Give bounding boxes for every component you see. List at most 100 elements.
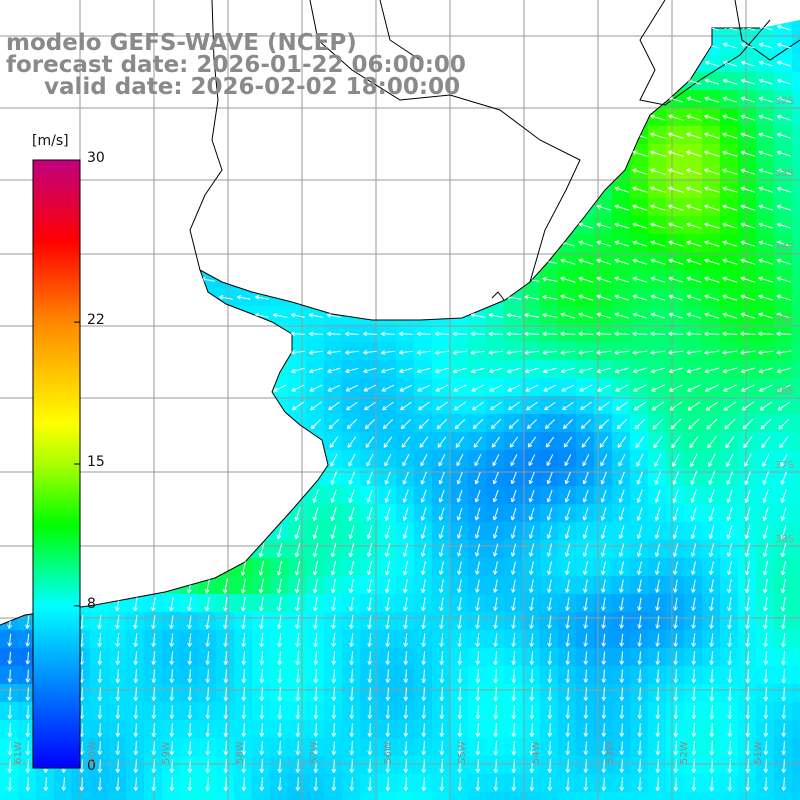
speed-cell	[540, 0, 559, 19]
speed-cell	[486, 144, 505, 163]
speed-cell	[648, 54, 667, 73]
speed-cell	[576, 396, 595, 415]
speed-cell	[198, 558, 217, 577]
speed-cell	[198, 306, 217, 325]
speed-cell	[0, 648, 19, 667]
speed-cell	[666, 324, 685, 343]
speed-cell	[324, 162, 343, 181]
wind-arrow	[650, 114, 666, 121]
speed-cell	[360, 576, 379, 595]
speed-cell	[270, 702, 289, 721]
speed-cell	[558, 378, 577, 397]
speed-cell	[702, 504, 721, 523]
speed-cell	[558, 594, 577, 613]
speed-cell	[774, 324, 793, 343]
speed-cell	[738, 450, 757, 469]
speed-cell	[468, 270, 487, 289]
speed-cell	[0, 378, 19, 397]
speed-cell	[468, 504, 487, 523]
speed-cell	[396, 126, 415, 145]
speed-cell	[522, 180, 541, 199]
speed-cell	[468, 36, 487, 55]
speed-cell	[252, 396, 271, 415]
wind-arrow	[704, 132, 720, 139]
speed-cell	[180, 198, 199, 217]
speed-cell	[216, 558, 235, 577]
speed-cell	[144, 756, 163, 775]
speed-cell	[108, 774, 127, 793]
speed-cell	[306, 234, 325, 253]
wind-arrow	[723, 401, 737, 411]
speed-cell	[306, 702, 325, 721]
speed-cell	[342, 360, 361, 379]
speed-cell	[216, 612, 235, 631]
speed-cell	[0, 504, 19, 523]
wind-arrow	[704, 258, 720, 265]
wind-arrow	[668, 350, 684, 355]
speed-cell	[378, 234, 397, 253]
speed-cell	[198, 198, 217, 217]
speed-cell	[756, 450, 775, 469]
speed-cell	[666, 36, 685, 55]
speed-cell	[144, 198, 163, 217]
speed-cell	[630, 54, 649, 73]
speed-cell	[180, 630, 199, 649]
wind-arrow	[722, 132, 738, 139]
speed-cell	[432, 468, 451, 487]
speed-cell	[414, 702, 433, 721]
speed-cell	[558, 54, 577, 73]
speed-cell	[684, 54, 703, 73]
speed-cell	[522, 666, 541, 685]
wind-arrow	[650, 312, 666, 319]
wind-arrow	[578, 367, 593, 374]
speed-cell	[216, 666, 235, 685]
speed-cell	[162, 702, 181, 721]
speed-cell	[486, 126, 505, 145]
speed-cell	[522, 90, 541, 109]
speed-cell	[414, 774, 433, 793]
speed-cell	[558, 396, 577, 415]
speed-cell	[504, 702, 523, 721]
speed-cell	[738, 486, 757, 505]
wind-arrow	[776, 367, 792, 374]
speed-cell	[234, 720, 253, 739]
speed-cell	[270, 270, 289, 289]
wind-arrow	[614, 276, 630, 283]
wind-arrow	[596, 240, 612, 247]
speed-cell	[198, 0, 217, 19]
wind-arrow	[776, 258, 792, 265]
speed-cell	[144, 594, 163, 613]
speed-cell	[666, 558, 685, 577]
speed-cell	[612, 432, 631, 451]
speed-cell	[450, 342, 469, 361]
speed-cell	[648, 486, 667, 505]
speed-cell	[558, 558, 577, 577]
speed-cell	[162, 126, 181, 145]
speed-cell	[252, 792, 271, 800]
speed-cell	[90, 126, 109, 145]
speed-cell	[414, 432, 433, 451]
speed-cell	[234, 522, 253, 541]
speed-cell	[180, 396, 199, 415]
speed-cell	[612, 20, 631, 37]
wind-arrow	[758, 96, 774, 103]
latitude-label: 34S	[774, 242, 794, 253]
speed-cell	[18, 792, 37, 800]
speed-cell	[378, 450, 397, 469]
speed-cell	[648, 468, 667, 487]
speed-cell	[630, 126, 649, 145]
speed-cell	[144, 720, 163, 739]
speed-cell	[216, 432, 235, 451]
speed-cell	[432, 360, 451, 379]
speed-cell	[648, 360, 667, 379]
wind-arrow	[346, 401, 358, 411]
speed-cell	[450, 180, 469, 199]
speed-cell	[234, 594, 253, 613]
speed-cell	[234, 792, 253, 800]
speed-cell	[432, 774, 451, 793]
wind-arrow	[650, 367, 666, 374]
speed-cell	[162, 270, 181, 289]
wind-arrow	[473, 436, 483, 448]
wind-arrow	[345, 350, 359, 355]
speed-cell	[342, 108, 361, 127]
